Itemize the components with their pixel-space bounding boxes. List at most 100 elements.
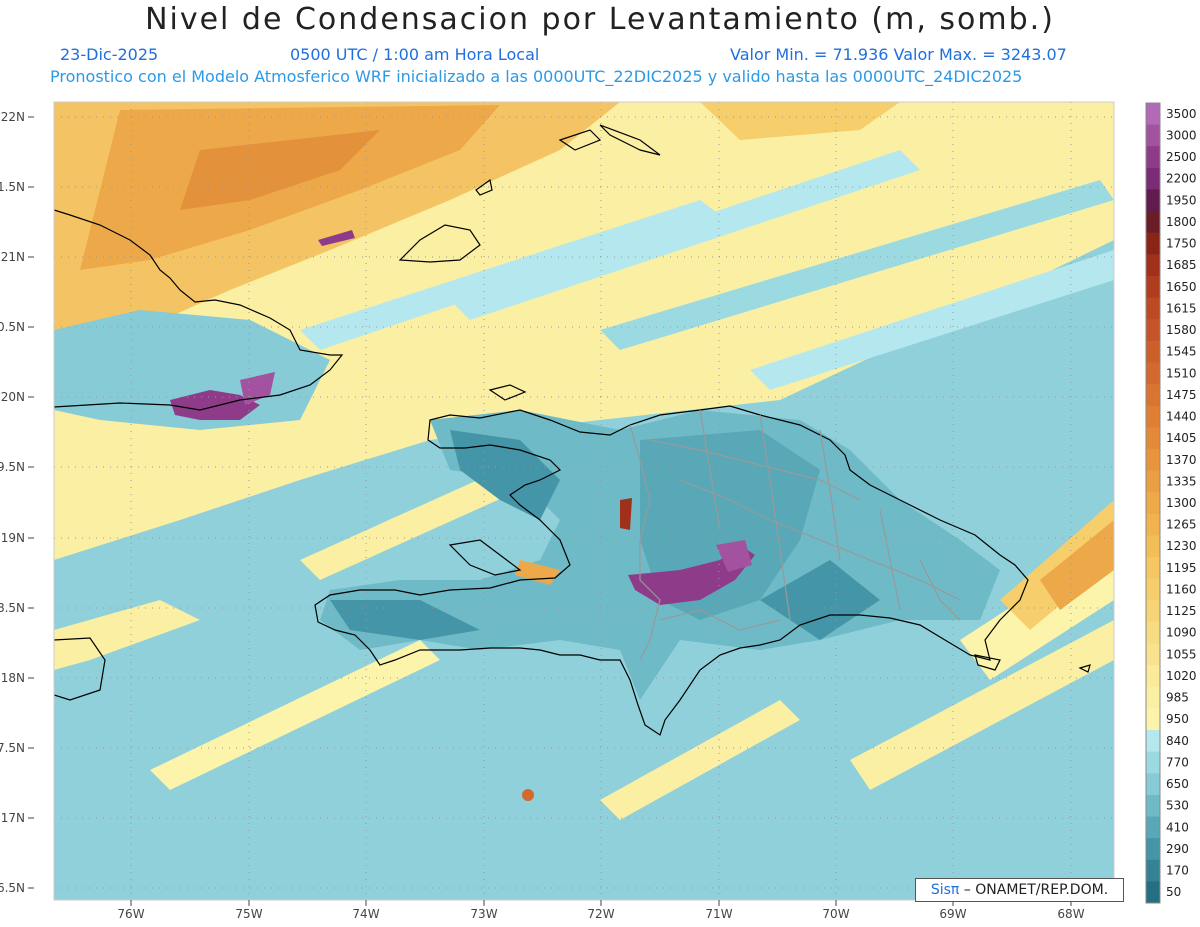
colorbar-swatch: [1146, 167, 1160, 190]
colorbar-label: 650: [1166, 777, 1189, 791]
colorbar-label: 985: [1166, 691, 1189, 705]
colorbar-swatch: [1146, 730, 1160, 753]
colorbar-label: 1615: [1166, 301, 1197, 315]
colorbar-swatch: [1146, 751, 1160, 774]
map-title: Nivel de Condensacion por Levantamiento …: [145, 2, 1055, 37]
min-max-values: Valor Min. = 71.936 Valor Max. = 3243.07: [730, 45, 1067, 64]
colorbar-swatch: [1146, 773, 1160, 796]
lat-label: 21N: [1, 250, 25, 264]
lat-label: 17N: [1, 811, 25, 825]
colorbar-label: 1750: [1166, 237, 1197, 251]
colorbar-swatch: [1146, 621, 1160, 645]
colorbar-swatch: [1146, 427, 1160, 450]
colorbar-label: 1950: [1166, 193, 1197, 207]
colorbar-label: 770: [1166, 755, 1189, 769]
colorbar-label: 1230: [1166, 539, 1197, 553]
lon-label: 74W: [352, 907, 379, 921]
colorbar-label: 1265: [1166, 518, 1197, 532]
colorbar-swatch: [1146, 124, 1160, 147]
colorbar-swatch: [1146, 340, 1160, 363]
colorbar-swatch: [1146, 557, 1160, 580]
colorbar-label: 1475: [1166, 388, 1197, 402]
colorbar-label: 1160: [1166, 582, 1197, 596]
colorbar-swatch: [1146, 254, 1160, 277]
lon-label: 72W: [587, 907, 614, 921]
lat-label: 22N: [1, 110, 25, 124]
lon-label: 70W: [822, 907, 849, 921]
colorbar-swatch: [1146, 686, 1160, 709]
colorbar-label: 2500: [1166, 150, 1197, 164]
colorbar-label: 1195: [1166, 561, 1197, 575]
colorbar-label: 3000: [1166, 128, 1197, 142]
colorbar-label: 1510: [1166, 366, 1197, 380]
map-frame: [53, 101, 1115, 901]
colorbar-label: 1685: [1166, 258, 1197, 272]
colorbar-label: 410: [1166, 820, 1189, 834]
forecast-date: 23-Dic-2025: [60, 45, 159, 64]
colorbar-swatch: [1146, 405, 1160, 428]
colorbar-label: 1335: [1166, 474, 1197, 488]
graticule: [54, 102, 1114, 900]
colorbar-swatch: [1146, 448, 1160, 472]
colorbar-label: 290: [1166, 842, 1189, 856]
colorbar-label: 1020: [1166, 669, 1197, 683]
colorbar-label: 530: [1166, 799, 1189, 813]
colorbar-label: 840: [1166, 734, 1189, 748]
lat-label: 7.5N: [0, 741, 25, 755]
lon-label: 75W: [235, 907, 262, 921]
colorbar-swatch: [1146, 513, 1160, 536]
lon-label: 69W: [939, 907, 966, 921]
colorbar-label: 1405: [1166, 431, 1197, 445]
lon-label: 68W: [1057, 907, 1084, 921]
colorbar-label: 1055: [1166, 647, 1197, 661]
colorbar-label: 170: [1166, 864, 1189, 878]
colorbar-label: 50: [1166, 885, 1181, 899]
forecast-time: 0500 UTC / 1:00 am Hora Local: [290, 45, 540, 64]
colorbar-label: 1300: [1166, 496, 1197, 510]
coastlines: [54, 124, 1091, 736]
latitude-axis: 22N 1.5N 21N 0.5N 20N 9.5N 19N 8.5N 18N …: [0, 110, 25, 895]
colorbar-label: 1545: [1166, 345, 1197, 359]
colorbar-swatch: [1146, 816, 1160, 839]
colorbar-label: 1370: [1166, 453, 1197, 467]
credit-box: Sisπ – ONAMET/REP.DOM.: [915, 878, 1124, 902]
colorbar-swatch: [1146, 881, 1160, 904]
colorbar-swatch: [1146, 146, 1160, 169]
lat-label: 20N: [1, 390, 25, 404]
lat-label: 1.5N: [0, 180, 25, 194]
colorbar-label: 2200: [1166, 172, 1197, 186]
colorbar-swatch: [1146, 794, 1160, 818]
latitude-ticks: [28, 116, 34, 889]
colorbar-swatch: [1146, 838, 1160, 861]
colorbar-swatch: [1146, 859, 1160, 882]
colorbar-swatch: [1146, 535, 1160, 558]
colorbar-label: 1580: [1166, 323, 1197, 337]
lon-label: 73W: [470, 907, 497, 921]
colorbar-swatch: [1146, 470, 1160, 493]
colorbar-swatch: [1146, 600, 1160, 623]
sispi-logo: Sisπ: [930, 882, 960, 898]
longitude-axis: 76W 75W 74W 73W 72W 71W 70W 69W 68W: [117, 907, 1084, 921]
lat-label: 0.5N: [0, 320, 25, 334]
model-subtitle: Pronostico con el Modelo Atmosferico WRF…: [50, 67, 1023, 86]
lat-label: 19N: [1, 531, 25, 545]
colorbar-swatch: [1146, 211, 1160, 234]
colorbar-label: 1800: [1166, 215, 1197, 229]
lat-label: 6.5N: [0, 881, 25, 895]
colorbar: 3500 3000 2500 2200 1950 1800 1750 1685 1650 1615…: [1145, 102, 1197, 904]
lcl-field: [54, 102, 1114, 900]
colorbar-swatch: [1146, 665, 1160, 688]
colorbar-swatch: [1146, 275, 1160, 299]
colorbar-swatch: [1146, 708, 1160, 731]
lat-label: 9.5N: [0, 460, 25, 474]
colorbar-label: 3500: [1166, 107, 1197, 121]
lat-label: 18N: [1, 671, 25, 685]
provincial-borders: [629, 409, 961, 661]
colorbar-swatch: [1146, 492, 1160, 515]
colorbar-swatch: [1146, 578, 1160, 601]
onamet-credit: – ONAMET/REP.DOM.: [963, 882, 1109, 898]
colorbar-label: 1440: [1166, 410, 1197, 424]
colorbar-swatch: [1146, 384, 1160, 407]
colorbar-swatch: [1146, 189, 1160, 212]
